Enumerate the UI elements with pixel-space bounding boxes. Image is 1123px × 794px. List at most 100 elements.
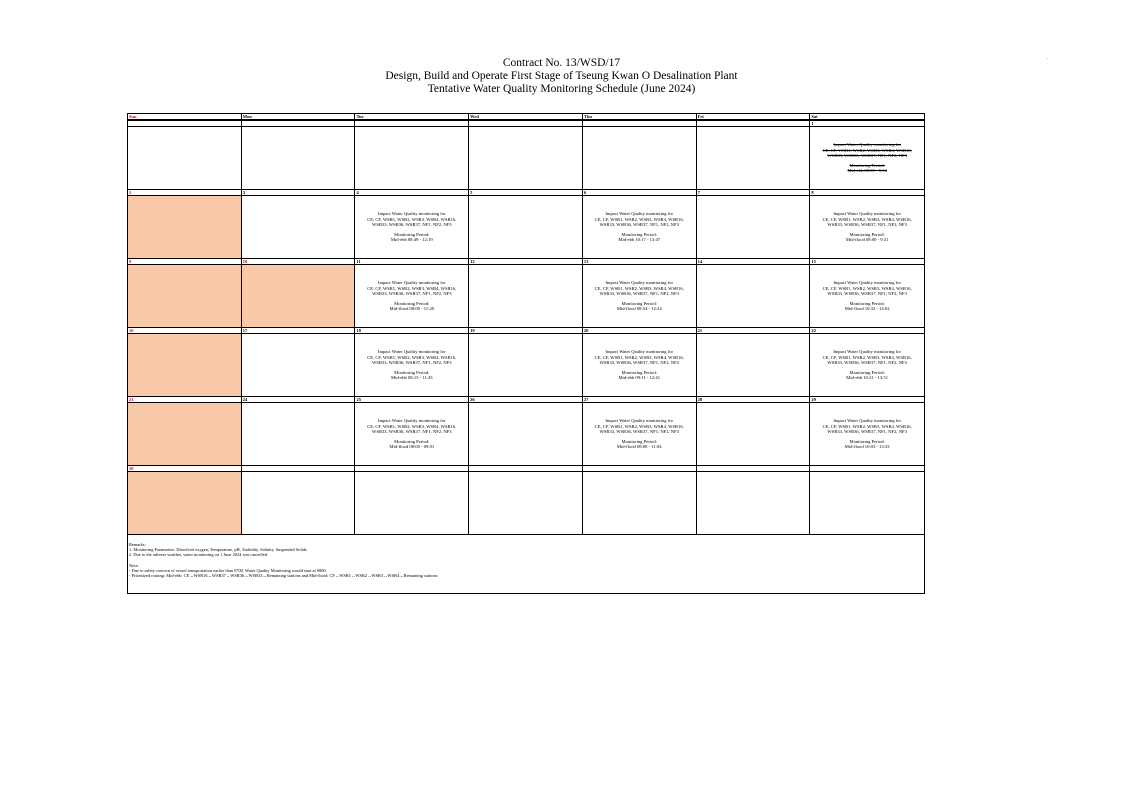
day-header-row: Sun Mon Tue Wed Thu Fri Sat bbox=[128, 114, 925, 120]
stations-line: WSR33, WSR36, WSR37, NF1, NF2, NF3 bbox=[599, 290, 679, 296]
stations-line: WSR33, WSR36, WSR37, NF1, NF2, NF3 bbox=[827, 221, 907, 227]
day-cell bbox=[697, 196, 811, 258]
monitoring-cell: Impact Water Quality monitoring for CE, C… bbox=[583, 403, 697, 465]
monitoring-period: Mid-flood 08:00 - 9:31 bbox=[845, 237, 889, 243]
monitoring-label: Impact Water Quality monitoring for bbox=[605, 418, 674, 424]
stations-line: WSR33, WSR36, WSR37, NF1, NF2, NF3 bbox=[827, 428, 907, 434]
day-cell bbox=[583, 127, 697, 189]
stations-line: WSR33, WSR36, WSR37, NF1, NF2, NF3 bbox=[827, 359, 907, 365]
monitoring-cell: Impact Water Quality monitoring for CE, C… bbox=[355, 265, 470, 327]
monitoring-label: Impact Water Quality monitoring for bbox=[605, 280, 674, 286]
date-number: 6 bbox=[582, 189, 697, 196]
period-label: Monitoring Period: bbox=[849, 370, 885, 376]
monitoring-label: Impact Water Quality monitoring for bbox=[833, 418, 901, 424]
day-cell bbox=[469, 334, 583, 396]
content-row: Impact Water Quality monitoring for CE, C… bbox=[128, 196, 924, 258]
date-number: 21 bbox=[696, 327, 811, 334]
date-number: 8 bbox=[810, 189, 925, 196]
monitoring-label: Impact Water Quality monitoring for bbox=[605, 211, 674, 217]
content-row: Impact Water Quality monitoring for CE, C… bbox=[128, 403, 924, 465]
period-label: Monitoring Period: bbox=[621, 232, 657, 238]
day-cell bbox=[355, 127, 470, 189]
date-number: 4 bbox=[355, 189, 470, 196]
day-cell bbox=[469, 403, 583, 465]
date-number: 7 bbox=[696, 189, 811, 196]
note-item: - Due to safety concern of vessel transp… bbox=[129, 567, 327, 573]
stations-line: WSR33, WSR36, WSR37, NF1, NF2, NF3 bbox=[372, 359, 452, 365]
day-cell bbox=[128, 472, 242, 534]
stations-line: CE, CF, WSR1, WSR2, WSR3, WSR4, WSR16, bbox=[594, 423, 684, 429]
date-number bbox=[241, 120, 356, 127]
contract-number: Contract No. 13/WSD/17 bbox=[502, 57, 621, 69]
day-header-mon: Mon bbox=[241, 114, 356, 120]
monitoring-cell: Impact Water Quality monitoring for CE, C… bbox=[810, 127, 924, 189]
stations-line: CE, CF, WSR1, WSR2, WSR3, WSR4, WSR16, bbox=[822, 216, 912, 222]
note-item: - Prioritized routing: Mid-ebb: CE→WSR16… bbox=[129, 573, 438, 579]
stations-line: WSR33, WSR36, WSR37, NF1, NF2, NF3 bbox=[372, 428, 452, 434]
date-number: 10 bbox=[241, 258, 356, 265]
stations-line: CE, CF, WSR1, WSR2, WSR3, WSR4, WSR16, bbox=[367, 423, 457, 429]
monitoring-cell: Impact Water Quality monitoring for CE, C… bbox=[355, 196, 470, 258]
monitoring-cell: Impact Water Quality monitoring for CE, C… bbox=[583, 196, 697, 258]
day-cell bbox=[697, 472, 811, 534]
remarks-title: Remarks: bbox=[129, 542, 146, 547]
date-number: 19 bbox=[469, 327, 583, 334]
remark-item: 2. Due to the adverse weather, water mon… bbox=[129, 552, 269, 558]
day-cell bbox=[810, 472, 924, 534]
day-header-sun: Sun bbox=[128, 114, 242, 120]
monitoring-label: Impact Water Quality monitoring for bbox=[833, 349, 901, 355]
note-title: Note: bbox=[129, 562, 139, 568]
monitoring-period: Mid-ebb 08:49 - 12:19 bbox=[390, 237, 433, 243]
monitoring-cell: Impact Water Quality monitoring for CE, C… bbox=[583, 265, 697, 327]
monitoring-label: Impact Water Quality monitoring for bbox=[833, 142, 901, 148]
date-number bbox=[128, 120, 242, 127]
day-cell bbox=[355, 472, 470, 534]
stations-line: CE, CF, WSR1, WSR2, WSR3, WSR4, WSR16, bbox=[594, 354, 684, 360]
day-cell bbox=[242, 196, 356, 258]
stations-line: WSR33, WSR36, WSR37, NF1, NF2, NF3 bbox=[372, 290, 452, 296]
monitoring-label: Impact Water Quality monitoring for bbox=[377, 211, 446, 217]
date-row: 16 17 18 19 20 21 22 bbox=[128, 327, 925, 334]
monitoring-period: Mid-ebb 08:00 - 9:54 bbox=[847, 168, 887, 174]
stations-line: WSR33, WSR36, WSR37, NF1, NF2, NF3 bbox=[372, 221, 452, 227]
date-number: 18 bbox=[355, 327, 470, 334]
calendar-table: Sun Mon Tue Wed Thu Fri Sat 1 Impact Water Qual… bbox=[127, 113, 925, 594]
day-cell bbox=[128, 403, 242, 465]
monitoring-period: Mid-ebb 10:21 - 13:51 bbox=[846, 375, 889, 381]
date-number: 24 bbox=[241, 396, 356, 403]
monitoring-label: Impact Water Quality monitoring for bbox=[377, 280, 446, 286]
stations-line: CE, CF, WSR1, WSR2, WSR3, WSR4, WSR16, bbox=[822, 285, 912, 291]
date-number: 26 bbox=[469, 396, 583, 403]
date-number bbox=[469, 465, 583, 472]
date-number: 17 bbox=[241, 327, 356, 334]
content-row: Impact Water Quality monitoring for CE, C… bbox=[128, 127, 924, 189]
day-cell bbox=[242, 334, 356, 396]
stations-line: CE, CF, WSR1, WSR2, WSR3, WSR4, WSR16, bbox=[594, 216, 684, 222]
period-label: Monitoring Period: bbox=[621, 439, 657, 445]
monitoring-period: Mid-flood 10:03 - 13:33 bbox=[844, 444, 890, 450]
monitoring-label: Impact Water Quality monitoring for bbox=[605, 349, 674, 355]
date-number: 15 bbox=[810, 258, 925, 265]
day-cell bbox=[697, 265, 811, 327]
date-number bbox=[355, 120, 470, 127]
date-number: 30 bbox=[128, 465, 242, 472]
date-number: 28 bbox=[696, 396, 811, 403]
date-number: 27 bbox=[582, 396, 697, 403]
date-number bbox=[469, 120, 583, 127]
monitoring-period: Mid-ebb 08:13 - 11:43 bbox=[391, 375, 433, 381]
day-header-wed: Wed bbox=[469, 114, 583, 120]
day-cell bbox=[242, 127, 356, 189]
period-label: Monitoring Period: bbox=[394, 232, 430, 238]
date-number: 13 bbox=[582, 258, 697, 265]
day-cell bbox=[697, 403, 811, 465]
period-label: Monitoring Period: bbox=[849, 232, 885, 238]
date-number: 12 bbox=[469, 258, 583, 265]
period-label: Monitoring Period: bbox=[394, 370, 430, 376]
monitoring-period: Mid-flood 10:32 - 14:02 bbox=[844, 306, 890, 312]
date-number bbox=[582, 120, 697, 127]
stations-line: CE, CF, WSR1, WSR2, WSR3, WSR4, WSR16, bbox=[822, 147, 912, 153]
remarks-section: Remarks: 1. Monitoring Parameters: Disso… bbox=[128, 534, 924, 593]
date-number: 25 bbox=[355, 396, 470, 403]
period-label: Monitoring Period: bbox=[394, 301, 430, 307]
period-label: Monitoring Period: bbox=[849, 163, 885, 169]
